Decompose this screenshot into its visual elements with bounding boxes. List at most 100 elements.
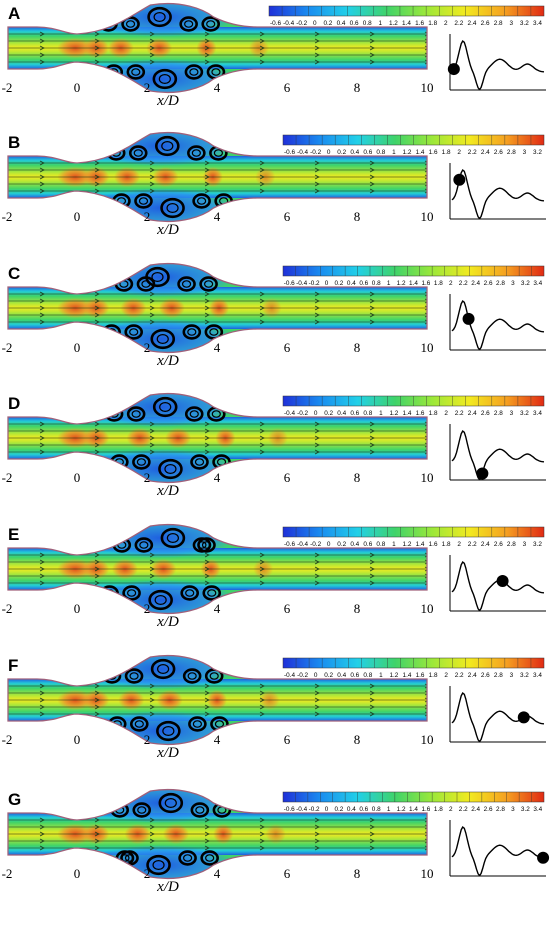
colorbar-tick-label: 0.4 [347, 280, 356, 287]
streamline-arrow [369, 291, 375, 297]
streamline-arrow [424, 52, 427, 58]
colorbar-tick-label: 3.2 [520, 672, 529, 679]
streamline-arrow [204, 38, 210, 44]
streamline-arrow [424, 421, 427, 427]
streamline-arrow [259, 704, 265, 710]
streamline-arrow [94, 160, 100, 166]
streamline-arrow [94, 690, 100, 696]
colorbar-tick-label: 0.2 [324, 672, 333, 679]
colorbar-tick-label: -0.4 [284, 410, 295, 417]
x-tick-label: 0 [74, 80, 81, 95]
streamline-arrow [204, 160, 210, 166]
panel-label: C [8, 264, 20, 283]
streamline-arrow [314, 31, 320, 37]
vortex-ring [130, 716, 149, 732]
streamline-arrow [314, 298, 320, 304]
streamline-arrow [149, 435, 155, 441]
x-tick-label: 6 [284, 732, 291, 747]
colorbar-tick-label: 1 [392, 541, 396, 548]
streamline-arrow [259, 174, 265, 180]
streamline-arrow [94, 167, 100, 173]
streamline-arrow [39, 160, 45, 166]
streamline-arrow [369, 38, 375, 44]
streamline-arrow [314, 683, 320, 689]
streamline-arrow [314, 442, 320, 448]
vortex-ring [190, 802, 210, 818]
streamline-arrow [204, 559, 210, 565]
streamline-arrow [314, 428, 320, 434]
vortex-ring [179, 16, 198, 32]
colorbar-tick-label: 1.2 [389, 20, 398, 27]
streamline-arrow [149, 704, 155, 710]
streamline-arrow [369, 52, 375, 58]
streamline-arrow [424, 559, 427, 565]
streamline-arrow [314, 312, 320, 318]
x-tick-label: 4 [214, 209, 221, 224]
colorbar-tick-label: 0.8 [372, 806, 381, 813]
vortex-ring [152, 396, 178, 418]
streamline-arrow [39, 38, 45, 44]
colorbar-tick-label: 0 [314, 672, 318, 679]
colorbar-tick-label: 3 [509, 20, 513, 27]
colorbar-tick-label: -0.6 [284, 149, 295, 156]
streamline-arrow [369, 845, 375, 851]
colorbar-tick-label: 0.6 [350, 672, 359, 679]
streamline-arrow [149, 298, 155, 304]
vortex-core [154, 594, 167, 605]
streamline-arrow [94, 449, 100, 455]
x-tick-label: 8 [354, 340, 361, 355]
colorbar-tick-label: 0.8 [363, 672, 372, 679]
vortex-core [207, 589, 217, 597]
streamline-arrow [424, 188, 427, 194]
x-tick-label: 4 [214, 866, 221, 881]
vortex-ring [150, 328, 176, 350]
panel-d: D -2 0 2 4 6 8 10 x/D -0.4 -0.2 0 0.2 0.4 0.6 0.8 1 1.2 1.… [2, 392, 546, 499]
streamline-arrow [424, 38, 427, 44]
colorbar-tick-label: 2.4 [481, 541, 490, 548]
x-tick-label: 10 [421, 470, 434, 485]
vortex-core [162, 725, 175, 736]
colorbar-tick-label: -0.2 [309, 280, 320, 287]
colorbar-tick-label: 3.2 [533, 541, 542, 548]
x-tick-label: 2 [144, 470, 151, 485]
vortex-core [195, 806, 205, 814]
x-tick-label: 8 [354, 866, 361, 881]
colorbar-tick-label: 3.4 [533, 672, 542, 679]
streamline-arrow [204, 52, 210, 58]
colorbar-tick-label: 2.8 [507, 149, 516, 156]
streamline-arrow [369, 188, 375, 194]
streamline-arrow [424, 45, 427, 51]
colorbar [282, 265, 545, 277]
streamline-arrow [204, 174, 210, 180]
streamline-arrow [314, 711, 320, 717]
streamline-arrow [259, 38, 265, 44]
channel-wall [7, 2, 428, 94]
colorbar-tick-label: 2 [444, 672, 448, 679]
x-tick-label: 2 [144, 732, 151, 747]
streamline-arrow [204, 573, 210, 579]
streamline-arrow [259, 59, 265, 65]
colorbar-tick-label: 0.4 [337, 410, 346, 417]
streamline-arrow [424, 160, 427, 166]
streamline-arrow [39, 845, 45, 851]
streamline-arrow [149, 580, 155, 586]
streamline-arrow [204, 683, 210, 689]
channel-wall [7, 262, 428, 354]
x-tick-label: 6 [284, 601, 291, 616]
colorbar-tick-label: 2.6 [481, 20, 490, 27]
panel-e: E-2 0 2 4 6 8 10x/D-0.6 -0.4 -0.2 0 0.2 0.4 0.6 0.8 1 1… [2, 523, 546, 630]
vortex-core [137, 806, 147, 814]
vortex-core [129, 328, 139, 336]
streamline-arrow [204, 319, 210, 325]
x-tick-label: -2 [2, 601, 13, 616]
streamline-arrow [369, 59, 375, 65]
colorbar-tick-label: 1.6 [429, 149, 438, 156]
streamline-arrow [259, 838, 265, 844]
streamline-arrow [39, 704, 45, 710]
streamline-arrow [259, 831, 265, 837]
colorbar-tick-label: 0 [325, 280, 329, 287]
colorbar-tick-label: 0.6 [363, 149, 372, 156]
streamline-arrow [39, 421, 45, 427]
colorbar-tick-label: 2.4 [481, 149, 490, 156]
streamline-arrow [424, 704, 427, 710]
